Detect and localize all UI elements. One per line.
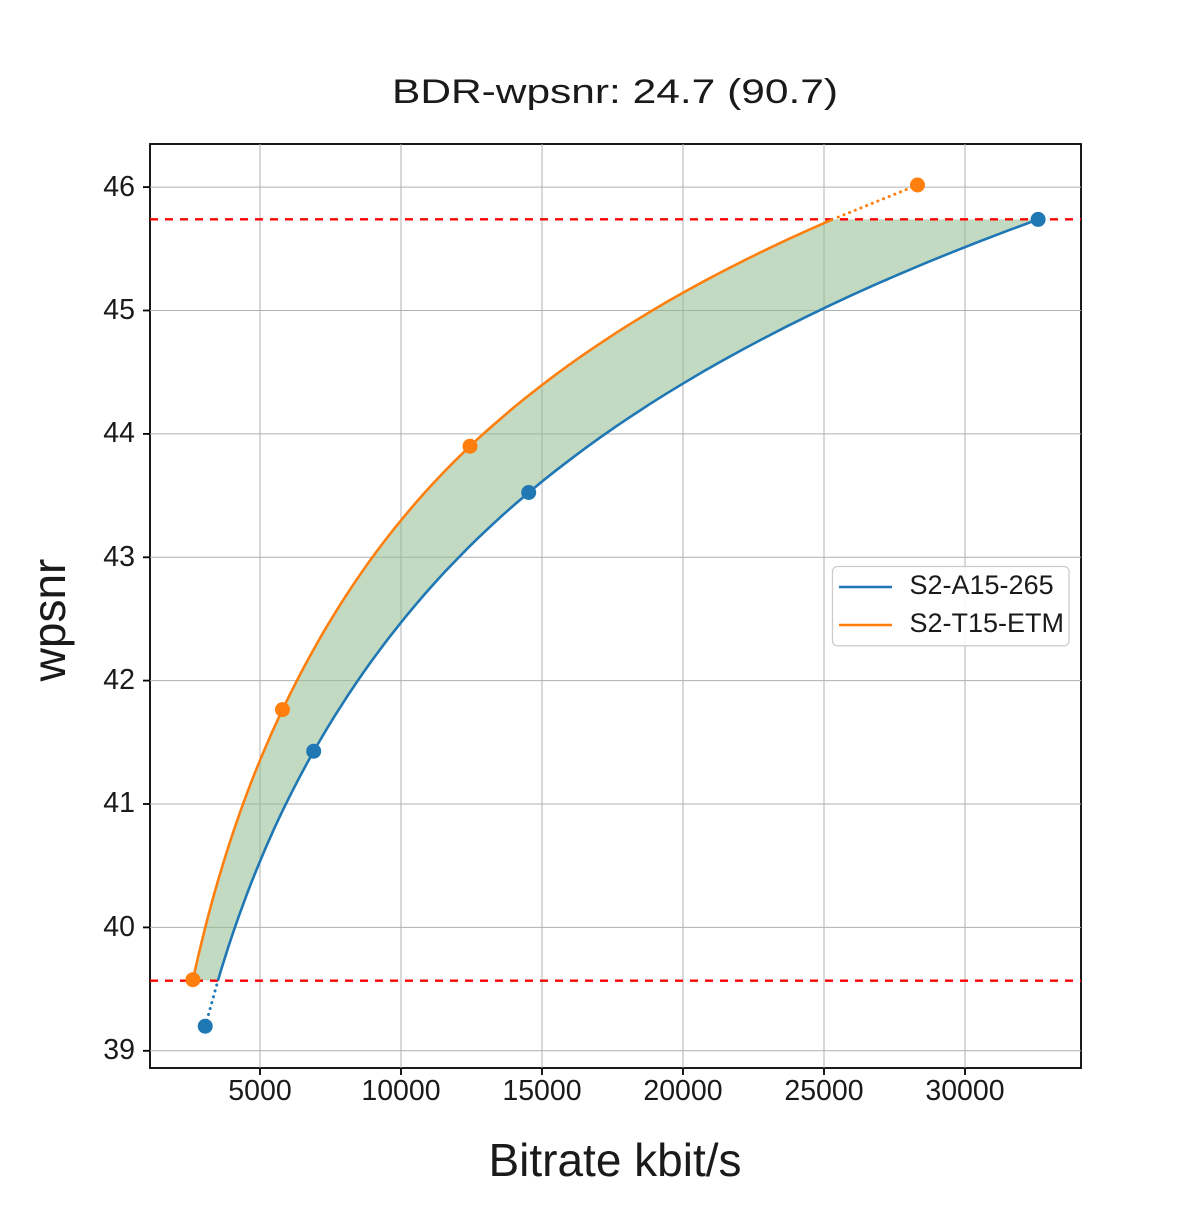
- svg-text:5000: 5000: [228, 1075, 291, 1107]
- svg-text:44: 44: [103, 417, 135, 449]
- svg-text:25000: 25000: [784, 1075, 863, 1107]
- svg-text:20000: 20000: [643, 1075, 722, 1107]
- svg-text:wpsnr: wpsnr: [23, 559, 75, 683]
- svg-text:BDR-wpsnr: 24.7 (90.7): BDR-wpsnr: 24.7 (90.7): [392, 73, 838, 111]
- svg-text:40: 40: [103, 911, 135, 943]
- svg-text:46: 46: [103, 171, 135, 203]
- svg-text:39: 39: [103, 1034, 135, 1066]
- svg-text:45: 45: [103, 294, 135, 326]
- svg-text:S2-A15-265: S2-A15-265: [910, 570, 1054, 600]
- svg-text:42: 42: [103, 664, 135, 696]
- svg-text:15000: 15000: [502, 1075, 581, 1107]
- svg-text:Bitrate kbit/s: Bitrate kbit/s: [488, 1134, 741, 1186]
- svg-text:41: 41: [103, 787, 135, 819]
- svg-text:43: 43: [103, 541, 135, 573]
- svg-text:S2-T15-ETM: S2-T15-ETM: [910, 608, 1065, 638]
- svg-text:10000: 10000: [361, 1075, 440, 1107]
- svg-text:30000: 30000: [925, 1075, 1004, 1107]
